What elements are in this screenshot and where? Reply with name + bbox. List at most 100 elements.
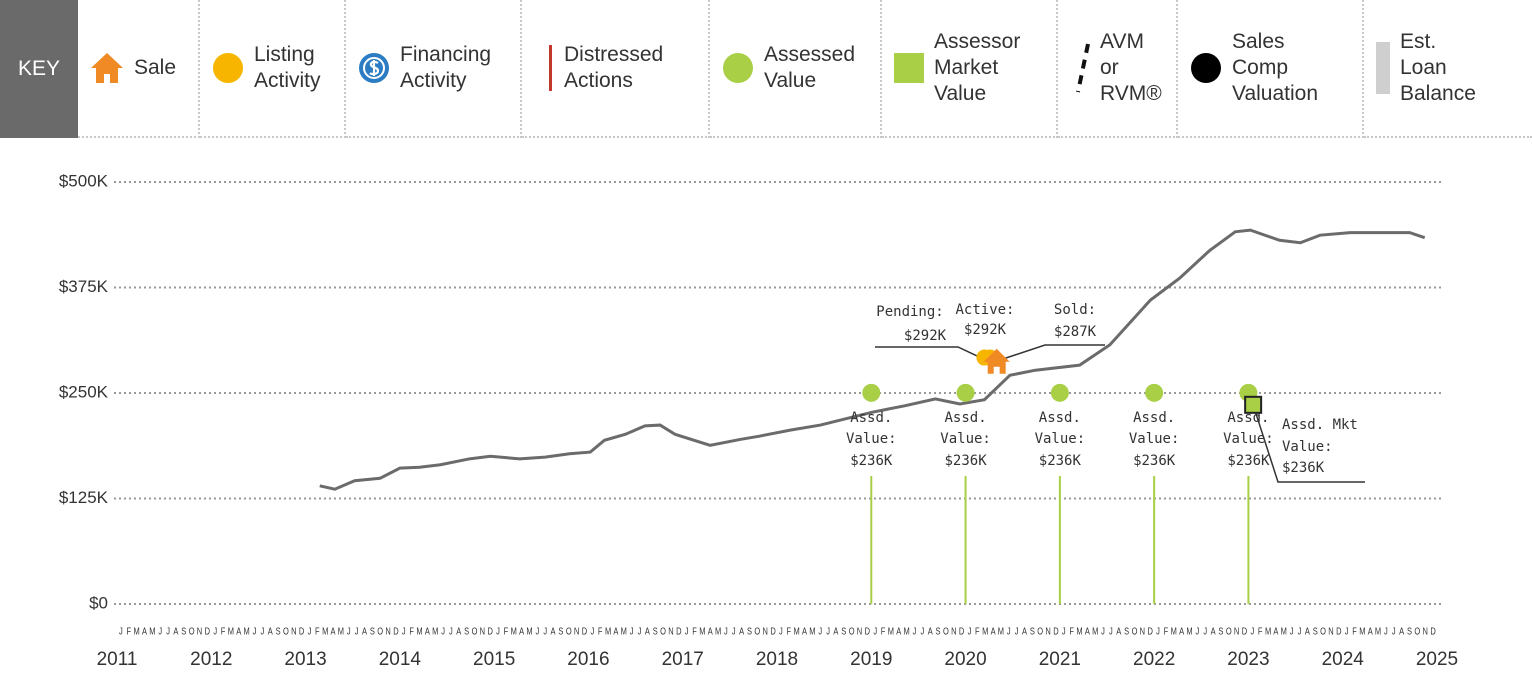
- month-label: N: [385, 626, 390, 637]
- assessed-marker: [862, 383, 881, 402]
- month-label: J: [1195, 626, 1199, 637]
- month-label: F: [975, 626, 980, 637]
- assessed-label: Value:: [1223, 431, 1274, 447]
- assessed-icon: [723, 53, 753, 83]
- month-label: M: [416, 626, 422, 637]
- month-label: M: [322, 626, 328, 637]
- month-label: J: [253, 626, 257, 637]
- month-label: J: [779, 626, 783, 637]
- sale-value-label: $287K: [1054, 324, 1097, 340]
- sale-leader: [1000, 344, 1105, 361]
- month-label: J: [166, 626, 170, 637]
- month-label: A: [1399, 626, 1404, 637]
- month-label: D: [770, 626, 775, 637]
- month-label: J: [347, 626, 351, 637]
- key-line: Sale: [134, 56, 177, 79]
- month-label: J: [1250, 626, 1254, 637]
- value-line: [319, 228, 1426, 491]
- month-label: M: [134, 626, 140, 637]
- month-label: J: [724, 626, 728, 637]
- assessed-label: Assd.: [1039, 410, 1081, 426]
- key-line: Market: [934, 56, 999, 79]
- month-label: O: [283, 626, 289, 637]
- month-label: A: [331, 626, 336, 637]
- x-tick-label: 2017: [662, 649, 704, 670]
- month-label: M: [699, 626, 705, 637]
- month-label: D: [488, 626, 493, 637]
- month-label: A: [613, 626, 618, 637]
- x-tick-label: 2015: [473, 649, 515, 670]
- key-line: Valuation: [1232, 82, 1319, 105]
- month-label: S: [558, 626, 563, 637]
- month-label: J: [1109, 626, 1113, 637]
- month-label: O: [566, 626, 572, 637]
- x-tick-label: 2025: [1416, 649, 1458, 670]
- x-tick-label: 2018: [756, 649, 798, 670]
- month-label: D: [1148, 626, 1153, 637]
- month-label: S: [1407, 626, 1412, 637]
- x-tick-label: 2013: [284, 649, 326, 670]
- key-line: or: [1100, 56, 1119, 79]
- market-icon: [894, 53, 924, 83]
- key-line: Actions: [564, 69, 633, 92]
- month-label: J: [590, 626, 594, 637]
- month-label: D: [1053, 626, 1058, 637]
- month-label: M: [1359, 626, 1365, 637]
- month-label: J: [638, 626, 642, 637]
- month-label: J: [873, 626, 877, 637]
- month-label: N: [1234, 626, 1239, 637]
- market-value-label: $236K: [1282, 460, 1325, 476]
- month-label: J: [260, 626, 264, 637]
- month-label: A: [142, 626, 147, 637]
- key-item: Est. Loan Balance: [1364, 0, 1532, 138]
- x-tick-label: 2023: [1227, 649, 1269, 670]
- month-label: M: [809, 626, 815, 637]
- month-label: A: [173, 626, 178, 637]
- month-label: N: [1045, 626, 1050, 637]
- market-label: Value:: [1282, 439, 1333, 455]
- key-label: Listing Activity: [254, 42, 321, 94]
- sale-label: Sold:: [1054, 302, 1096, 318]
- month-label: M: [1281, 626, 1287, 637]
- y-tick-label: $0: [89, 593, 108, 612]
- month-label: A: [1273, 626, 1278, 637]
- key-item: Sale: [78, 0, 200, 138]
- month-label: N: [480, 626, 485, 637]
- assessed-label: Value:: [846, 431, 897, 447]
- market-label: Assd. Mkt: [1282, 417, 1358, 433]
- assessed-marker: [1145, 383, 1164, 402]
- month-label: A: [425, 626, 430, 637]
- market-marker: [1244, 395, 1263, 414]
- month-label: M: [621, 626, 627, 637]
- assessed-value-label: $236K: [944, 453, 987, 469]
- key-label: Distressed Actions: [564, 42, 663, 94]
- month-label: J: [1101, 626, 1105, 637]
- key-line: Distressed: [564, 43, 664, 66]
- key-line: Assessor: [934, 30, 1021, 53]
- loan-icon: [1376, 42, 1390, 94]
- month-label: F: [126, 626, 131, 637]
- assessed-label: Assd.: [850, 410, 892, 426]
- assessed-label: Value:: [1129, 431, 1180, 447]
- month-label: O: [1226, 626, 1232, 637]
- month-label: F: [409, 626, 414, 637]
- month-label: J: [119, 626, 123, 637]
- key-line: Activity: [254, 69, 321, 92]
- key-item: Sales Comp Valuation: [1178, 0, 1364, 138]
- month-label: N: [574, 626, 579, 637]
- month-label: A: [708, 626, 713, 637]
- month-label: S: [464, 626, 469, 637]
- sale-icon: [91, 53, 123, 83]
- listing-icon: [213, 53, 243, 83]
- month-label: S: [276, 626, 281, 637]
- month-label: J: [449, 626, 453, 637]
- month-label: J: [1290, 626, 1294, 637]
- assessed-label: Value:: [940, 431, 991, 447]
- month-label: N: [291, 626, 296, 637]
- month-label: N: [857, 626, 862, 637]
- month-label: J: [213, 626, 217, 637]
- month-label: J: [1156, 626, 1160, 637]
- month-label: F: [1352, 626, 1357, 637]
- y-tick-label: $250K: [59, 382, 109, 401]
- month-label: S: [370, 626, 375, 637]
